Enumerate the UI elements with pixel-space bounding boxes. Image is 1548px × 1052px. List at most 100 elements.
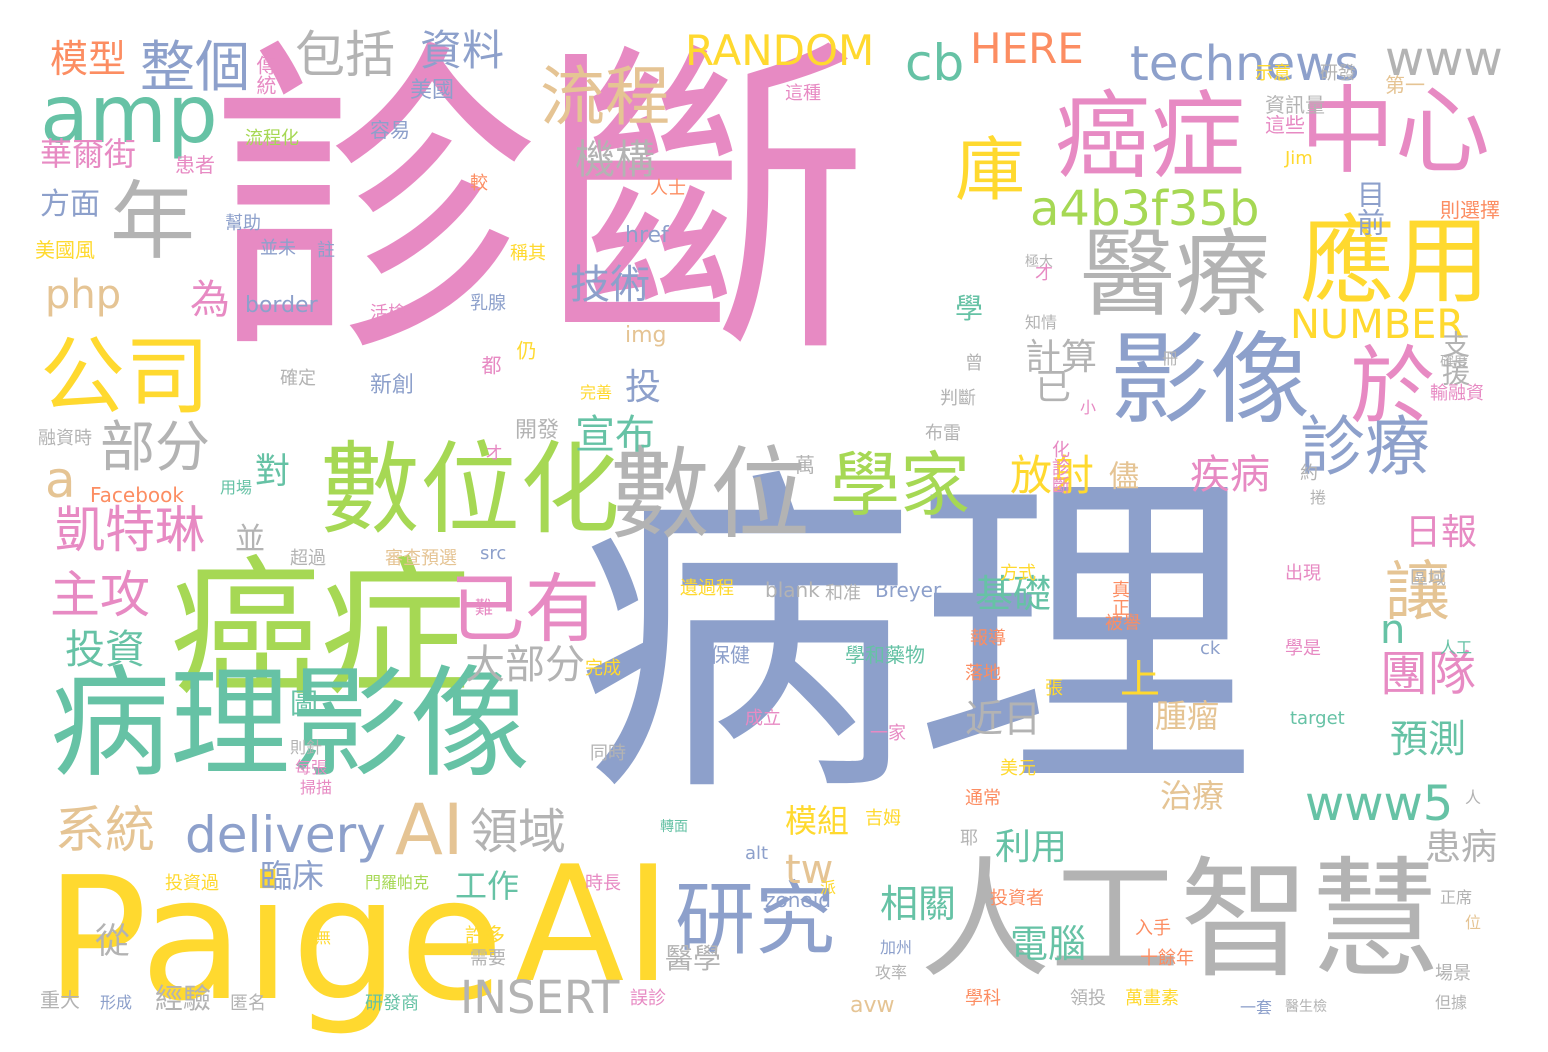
cloud-word: 方式 xyxy=(1000,563,1036,584)
cloud-word: 稱其 xyxy=(510,243,546,264)
cloud-word: 判斷 xyxy=(940,388,976,409)
cloud-word: 同時 xyxy=(590,743,626,764)
cloud-word: 模型 xyxy=(50,37,127,81)
cloud-word: 仍 xyxy=(513,340,537,360)
cloud-word: 患病 xyxy=(1425,827,1498,868)
cloud-word: 誤診 xyxy=(630,988,666,1009)
cloud-word: www5 xyxy=(1305,776,1454,832)
cloud-word: 醫療 xyxy=(1080,220,1271,330)
cloud-word: 並未 xyxy=(260,238,296,259)
cloud-word: AI xyxy=(395,789,464,871)
cloud-word: 知情 xyxy=(1025,313,1058,332)
cloud-word: 和准 xyxy=(825,583,861,604)
cloud-word: 被譽 xyxy=(1105,613,1141,634)
cloud-word: 於 xyxy=(1350,338,1436,437)
cloud-word: 則選擇 xyxy=(1440,198,1500,222)
cloud-word: 用場 xyxy=(220,478,253,497)
cloud-word: 領域 xyxy=(470,804,567,860)
cloud-word: 醫生檢 xyxy=(1285,999,1327,1015)
cloud-word: 幫助 xyxy=(225,213,261,234)
cloud-word: 融資時 xyxy=(38,428,92,449)
cloud-word: 匿名 xyxy=(230,993,266,1014)
cloud-word: 從 xyxy=(95,922,131,962)
cloud-word: 資訊量 xyxy=(1265,93,1325,117)
cloud-word: 系統 xyxy=(55,801,155,859)
cloud-word: 研發 xyxy=(1320,63,1356,84)
cloud-word: 審查預選 xyxy=(385,548,457,569)
cloud-word: 位 xyxy=(1465,913,1482,932)
cloud-word: 中心 xyxy=(1300,77,1491,187)
cloud-word: 腫瘤 xyxy=(1155,697,1220,735)
cloud-word: 美國風 xyxy=(35,238,95,262)
cloud-word: 數位化 xyxy=(320,431,620,548)
cloud-word: 則針 xyxy=(290,738,323,757)
cloud-word: 流程化 xyxy=(245,128,299,149)
cloud-word: 機構 xyxy=(575,137,655,183)
cloud-word: 應用 xyxy=(1300,207,1491,317)
cloud-word: 超過 xyxy=(290,548,326,569)
cloud-word: 學是 xyxy=(1285,638,1321,659)
cloud-word: 攻率 xyxy=(875,963,908,982)
cloud-word: 數位 xyxy=(610,436,810,553)
cloud-word: 人 xyxy=(1465,788,1482,807)
cloud-word: 派 xyxy=(820,878,837,897)
cloud-word: 這些 xyxy=(1265,113,1305,137)
cloud-word: 臨床 xyxy=(260,857,325,895)
cloud-word: 都 xyxy=(478,355,502,375)
cloud-word: 加州 xyxy=(880,938,913,957)
cloud-word: 預測 xyxy=(1390,717,1467,761)
cloud-word: 第一 xyxy=(1385,73,1425,97)
cloud-word: 人工 xyxy=(1440,638,1473,657)
cloud-word: 經驗 xyxy=(155,982,212,1015)
cloud-word: 冊 xyxy=(1159,350,1178,366)
cloud-word: 患者 xyxy=(175,153,215,177)
cloud-word: 人士 xyxy=(650,178,686,199)
cloud-word: alt xyxy=(745,843,769,864)
cloud-word: 新創 xyxy=(370,373,415,398)
cloud-word: ck xyxy=(1200,638,1221,659)
cloud-word: 資料 xyxy=(420,26,505,75)
cloud-word: 約 xyxy=(1300,463,1318,484)
cloud-word: 確定 xyxy=(280,368,316,389)
cloud-word: 區域 xyxy=(1410,568,1446,589)
cloud-word: 計算 xyxy=(1025,337,1098,378)
cloud-word: 學科 xyxy=(965,988,1001,1009)
cloud-word: 流程 xyxy=(540,60,671,135)
cloud-word: 醫學 xyxy=(665,942,722,975)
cloud-word: 近日 xyxy=(965,697,1042,741)
cloud-word: 轉面 xyxy=(660,819,688,835)
cloud-word: AI xyxy=(515,831,672,1018)
cloud-word: 診療 xyxy=(1300,410,1431,485)
cloud-word: 完善 xyxy=(580,383,613,402)
cloud-word: 凱特琳 xyxy=(55,501,205,559)
cloud-word: 庫 xyxy=(955,129,1025,211)
cloud-word: 每張 xyxy=(295,758,328,777)
cloud-word: 入手 xyxy=(1135,918,1171,939)
cloud-word: 領投 xyxy=(1070,988,1106,1009)
cloud-word: オ xyxy=(485,443,503,464)
cloud-word: 上 xyxy=(1120,657,1160,703)
cloud-word: 容易 xyxy=(370,118,410,142)
cloud-word: 投資 xyxy=(65,627,145,673)
cloud-word: 圖 xyxy=(290,687,319,720)
cloud-word: 研究 xyxy=(675,873,835,966)
cloud-word: amp xyxy=(40,68,218,161)
cloud-word: 年 xyxy=(110,173,196,272)
cloud-word: 已有 xyxy=(450,565,601,653)
cloud-word: 學家 xyxy=(830,444,970,526)
cloud-word: 耶 xyxy=(960,828,978,849)
cloud-word: 化診斷 xyxy=(1049,440,1070,494)
cloud-word: 讓 xyxy=(1385,555,1451,630)
cloud-word: HERE xyxy=(970,24,1084,73)
cloud-word: 方面 xyxy=(40,187,100,222)
cloud-word: www xyxy=(1385,31,1503,87)
cloud-word: 投資過 xyxy=(165,873,219,894)
cloud-word: 影像 xyxy=(1110,321,1310,438)
cloud-word: 萬 xyxy=(795,453,815,477)
cloud-word: target xyxy=(1290,708,1345,729)
cloud-word: php xyxy=(45,272,122,318)
cloud-word: 治療 xyxy=(1160,777,1225,815)
cloud-word: 為 xyxy=(190,277,230,323)
cloud-word: INSERT xyxy=(460,971,620,1024)
